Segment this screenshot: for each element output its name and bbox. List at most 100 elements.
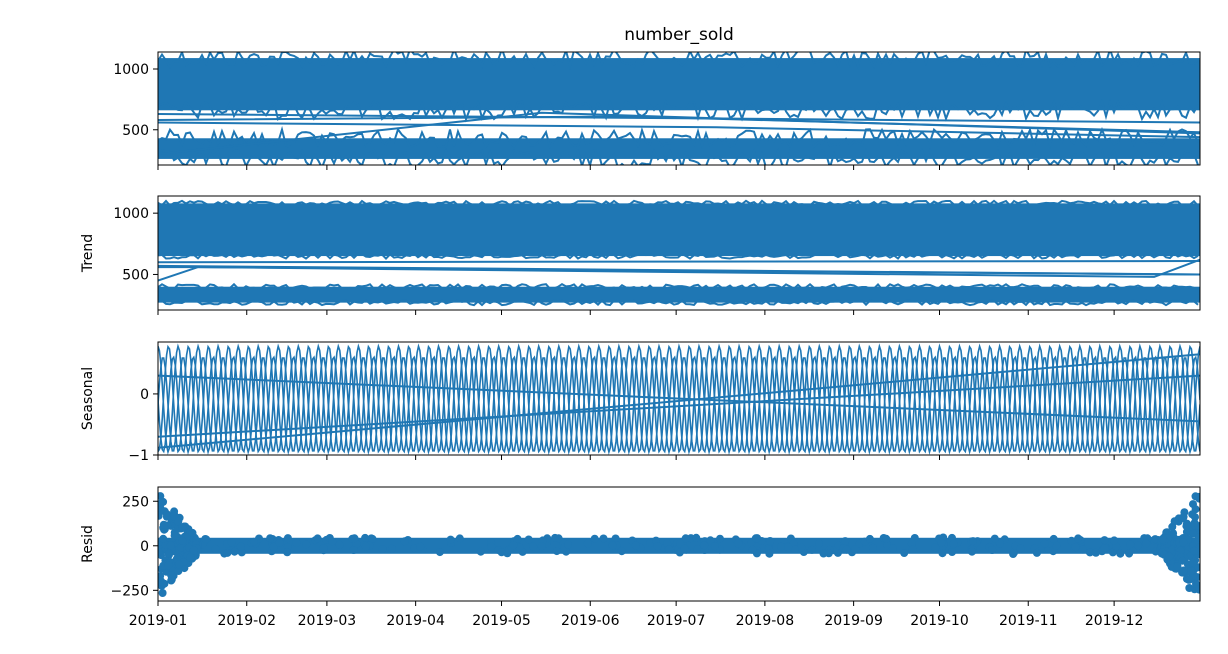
resid-point bbox=[1100, 544, 1109, 552]
resid-point bbox=[455, 534, 464, 543]
resid-point bbox=[1195, 494, 1200, 503]
x-tick-label: 2019-03 bbox=[298, 613, 357, 629]
resid-y-axis-label: Resid bbox=[80, 525, 96, 563]
resid-point bbox=[777, 542, 785, 551]
resid-point bbox=[174, 517, 183, 526]
resid-point bbox=[1188, 558, 1197, 567]
resid-point bbox=[815, 539, 823, 548]
resid-point bbox=[1179, 566, 1188, 575]
observed-series-line-3 bbox=[158, 113, 1200, 124]
resid-point bbox=[1067, 536, 1076, 545]
resid-point bbox=[283, 534, 292, 543]
trend-band-1 bbox=[158, 286, 1200, 303]
x-tick-label: 2019-04 bbox=[386, 613, 445, 629]
resid-point bbox=[350, 534, 359, 543]
resid-point bbox=[948, 548, 957, 556]
resid-point bbox=[842, 545, 851, 554]
resid-point bbox=[1151, 535, 1160, 544]
resid-point bbox=[1189, 529, 1198, 538]
resid-point bbox=[680, 544, 689, 553]
resid-point bbox=[529, 542, 538, 551]
resid-point bbox=[378, 545, 387, 554]
resid-point bbox=[178, 523, 187, 532]
observed-plot-area bbox=[158, 52, 1200, 165]
resid-point bbox=[1190, 546, 1199, 555]
resid-point bbox=[716, 534, 724, 543]
seasonal-y-tick-label: −1 bbox=[128, 448, 149, 464]
resid-point bbox=[865, 534, 874, 543]
trend-axes-frame bbox=[157, 195, 1201, 311]
trend-y-tick-label: 500 bbox=[122, 267, 149, 283]
resid-point bbox=[1158, 535, 1167, 544]
observed-band-1-top-edge bbox=[158, 125, 1199, 150]
resid-point bbox=[653, 542, 662, 551]
resid-point bbox=[509, 541, 518, 550]
observed-panel: 500 1000 bbox=[113, 51, 1201, 170]
resid-point bbox=[900, 549, 909, 557]
resid-point bbox=[249, 537, 258, 546]
resid-point bbox=[888, 544, 897, 553]
resid-point bbox=[1187, 567, 1196, 575]
resid-point bbox=[223, 548, 232, 557]
resid-point bbox=[1040, 539, 1049, 548]
resid-point bbox=[435, 548, 444, 557]
seasonal-series-line-3 bbox=[158, 344, 1200, 454]
resid-point bbox=[807, 545, 816, 554]
resid-point bbox=[784, 543, 793, 552]
resid-point bbox=[1142, 539, 1151, 548]
resid-point bbox=[1195, 533, 1200, 542]
resid-point bbox=[266, 534, 275, 543]
resid-point bbox=[227, 538, 236, 547]
resid-point bbox=[189, 546, 198, 555]
resid-point bbox=[1178, 556, 1187, 565]
resid-point bbox=[700, 541, 709, 550]
observed-series-line-1 bbox=[158, 121, 1200, 139]
resid-point bbox=[476, 547, 485, 556]
resid-point bbox=[1110, 536, 1119, 545]
resid-point bbox=[988, 546, 997, 554]
resid-point bbox=[1091, 548, 1100, 557]
resid-point bbox=[631, 541, 640, 550]
resid-point bbox=[211, 544, 220, 553]
resid-point bbox=[681, 534, 690, 543]
resid-point bbox=[1049, 534, 1058, 543]
resid-point bbox=[1185, 584, 1194, 592]
x-tick-label: 2019-05 bbox=[472, 613, 531, 629]
resid-point bbox=[819, 549, 828, 558]
resid-point bbox=[158, 577, 164, 586]
trend-band-0-bottom-edge bbox=[158, 252, 1199, 261]
resid-point bbox=[765, 549, 774, 558]
resid-point bbox=[710, 542, 719, 551]
resid-point bbox=[1100, 536, 1109, 545]
resid-point bbox=[969, 537, 977, 546]
resid-point bbox=[608, 541, 617, 550]
resid-point bbox=[159, 534, 168, 543]
resid-point bbox=[841, 537, 850, 546]
resid-point bbox=[665, 545, 674, 554]
x-tick-label: 2019-09 bbox=[824, 613, 883, 629]
resid-point bbox=[583, 539, 592, 548]
resid-point bbox=[1173, 562, 1182, 571]
resid-point bbox=[692, 533, 701, 542]
resid-point bbox=[170, 531, 179, 540]
x-tick-label: 2019-02 bbox=[217, 613, 276, 629]
x-tick-label: 2019-11 bbox=[999, 613, 1058, 629]
seasonal-series-line-0 bbox=[158, 353, 1200, 449]
resid-point bbox=[1190, 518, 1199, 527]
resid-point bbox=[590, 534, 599, 543]
observed-band-0 bbox=[158, 58, 1200, 111]
seasonal-plot-area bbox=[158, 343, 1200, 455]
x-tick-label: 2019-01 bbox=[129, 613, 188, 629]
resid-point bbox=[908, 545, 917, 554]
resid-point bbox=[163, 510, 171, 519]
resid-point bbox=[753, 534, 762, 543]
resid-point bbox=[551, 533, 559, 542]
trend-band-1-top-edge bbox=[158, 282, 1199, 291]
trend-series-line-0 bbox=[158, 258, 1200, 278]
resid-point bbox=[1032, 548, 1041, 557]
resid-point bbox=[400, 537, 409, 546]
seasonal-panel: −1 0 Seasonal bbox=[80, 341, 1201, 464]
resid-point bbox=[1167, 562, 1176, 571]
resid-point bbox=[1116, 549, 1125, 558]
observed-y-tick-label: 500 bbox=[122, 123, 149, 139]
